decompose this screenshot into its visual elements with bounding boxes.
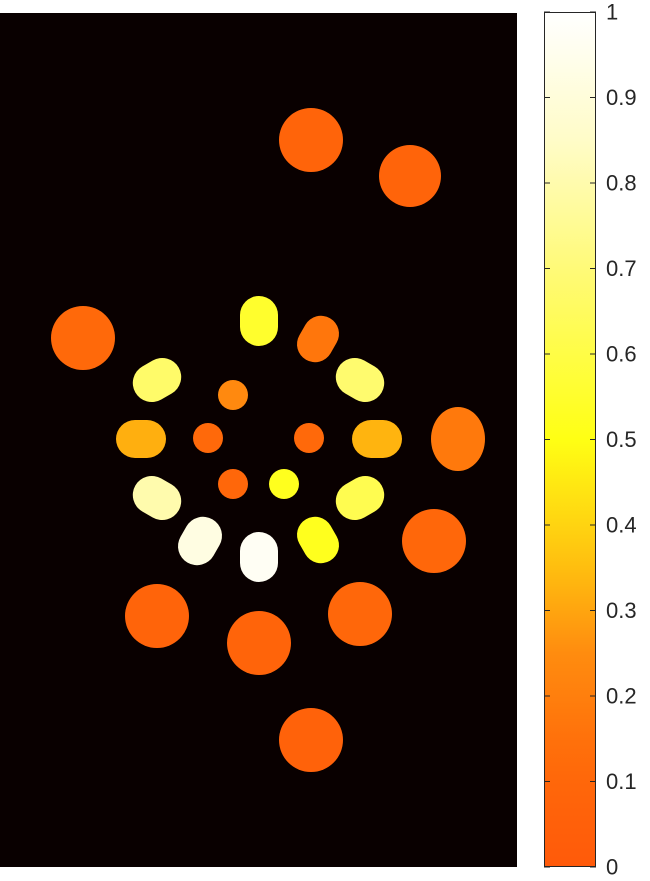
heatmap-blob-pill-13 [335, 358, 385, 402]
heatmap-blob-pill-10 [240, 296, 278, 346]
heatmap-blob-circle-2 [379, 145, 441, 207]
heatmap-blob-circle-3 [51, 306, 115, 370]
heatmap-blobs [51, 108, 485, 772]
heatmap-blob-pill-19 [178, 516, 222, 566]
colorbar-tick-label: 0.5 [606, 427, 637, 452]
colorbar-ticks: 0 0.1 0.2 0.3 0.4 0.5 0.6 0.7 0.8 0.9 1 [544, 0, 637, 880]
heatmap-blob-dot-24 [218, 469, 248, 499]
colorbar-tick-label: 0.3 [606, 598, 637, 623]
colorbar-gradient [544, 12, 596, 867]
colorbar-border [544, 12, 596, 867]
colorbar-tick-label: 0.1 [606, 769, 637, 794]
heatmap-blob-dot-25 [269, 469, 299, 499]
colorbar-tick-label: 0.2 [606, 684, 637, 709]
heatmap-blob-circle-8 [227, 611, 291, 675]
heatmap-blob-pill-14 [116, 420, 166, 458]
colorbar-tick-label: 1 [606, 0, 618, 25]
heatmap-blob-pill-16 [132, 476, 182, 520]
heatmap-blob-circle-5 [402, 509, 466, 573]
colorbar-tick-label: 0.4 [606, 513, 637, 538]
colorbar-tick-label: 0.9 [606, 85, 637, 110]
heatmap-blob-circle-6 [125, 584, 189, 648]
heatmap-blob-dot-21 [218, 380, 248, 410]
colorbar-tick-label: 0 [606, 855, 618, 880]
heatmap-blob-pill-15 [352, 420, 402, 458]
colorbar-tick-label: 0.8 [606, 171, 637, 196]
heatmap-blob-circle-9 [279, 708, 343, 772]
heatmap-blob-dot-23 [294, 423, 324, 453]
heatmap-blob-circle-4 [431, 407, 485, 471]
heatmap-blob-pill-12 [132, 358, 182, 402]
heatmap-blob-pill-18 [297, 516, 339, 564]
heatmap-blob-circle-1 [279, 108, 343, 172]
heatmap-blob-pill-17 [335, 476, 385, 520]
heatmap-blob-pill-20 [240, 532, 278, 582]
heatmap-blob-circle-7 [328, 582, 392, 646]
heatmap-blob-dot-22 [193, 423, 223, 453]
heatmap-blob-pill-11 [297, 315, 339, 363]
colorbar-tick-label: 0.7 [606, 256, 637, 281]
colorbar-tick-label: 0.6 [606, 342, 637, 367]
colorbar: 0 0.1 0.2 0.3 0.4 0.5 0.6 0.7 0.8 0.9 1 [544, 0, 637, 880]
